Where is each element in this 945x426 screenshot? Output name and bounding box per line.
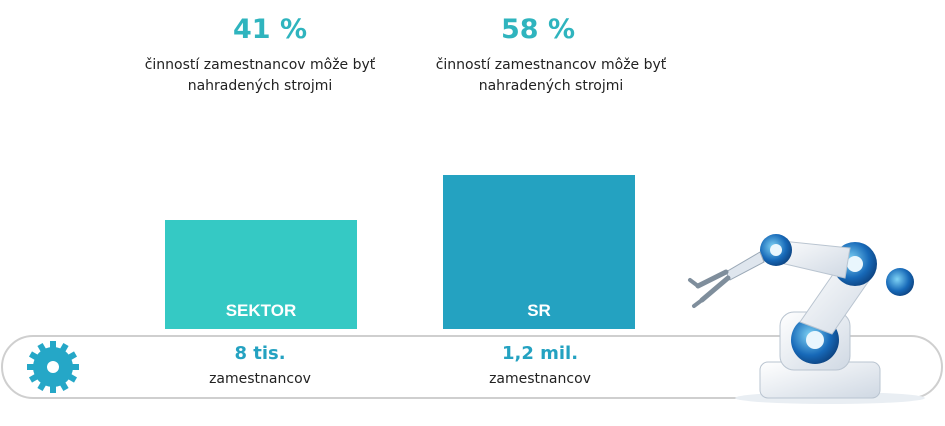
bar-label-sektor: SEKTOR bbox=[225, 300, 297, 320]
sektor-percent: 41 % bbox=[232, 14, 308, 45]
bar-sr: SR bbox=[443, 175, 635, 329]
bar-label-sr: SR bbox=[527, 300, 551, 320]
sr-description-line1: činností zamestnancov môže byť bbox=[435, 57, 667, 73]
sr-count-label: zamestnancov bbox=[489, 371, 591, 387]
sr-percent: 58 % bbox=[500, 14, 576, 45]
sektor-description-line2: nahradených strojmi bbox=[187, 78, 333, 94]
conveyor-belt bbox=[1, 335, 943, 399]
sr-description: činností zamestnancov môže byť nahradený… bbox=[401, 55, 701, 97]
sr-count-value: 1,2 mil. bbox=[501, 343, 579, 364]
sektor-count-value: 8 tis. bbox=[234, 343, 286, 364]
sektor-description-line1: činností zamestnancov môže byť bbox=[144, 57, 376, 73]
sr-description-line2: nahradených strojmi bbox=[478, 78, 624, 94]
robot-arm-icon bbox=[688, 234, 925, 404]
sektor-count-label: zamestnancov bbox=[209, 371, 311, 387]
gear-icon bbox=[27, 341, 79, 393]
sektor-description: činností zamestnancov môže byť nahradený… bbox=[110, 55, 410, 97]
bar-sektor: SEKTOR bbox=[165, 220, 357, 329]
